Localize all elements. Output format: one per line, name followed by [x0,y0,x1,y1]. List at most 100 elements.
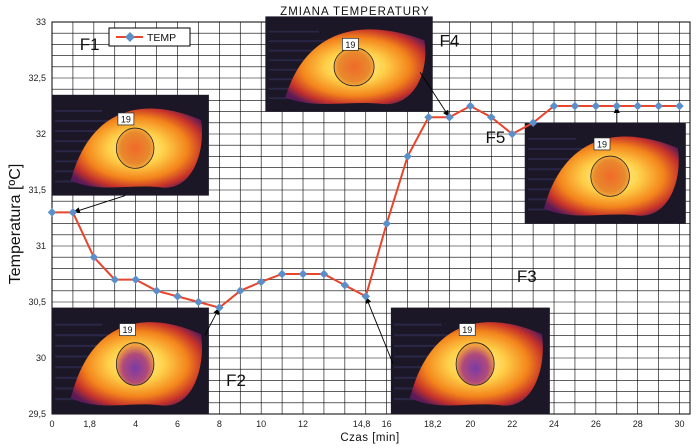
x-tick-label: 24 [549,419,559,429]
data-point [319,269,329,279]
data-point [382,219,391,228]
arrow-line-f4 [419,72,450,118]
thermal-roi-circle [455,342,495,386]
thermal-image-f4: 19 [265,16,433,112]
thermal-streak [268,59,319,62]
thermal-streak [527,137,577,140]
arrow-line-f3 [365,296,394,364]
thermal-streak [394,323,442,326]
y-tick-label: 30,5 [28,297,46,307]
y-tick-label: 29,5 [28,409,46,419]
thermal-images: 19 F1 19 F2 19 F3 19 F4 19 F5 [52,16,686,414]
x-tick-label: 22 [507,419,517,429]
x-tick-labels: 0 1,8 4 6 8 10 12 14,8 16 18,2 20 22 24 26 28 30 [49,419,684,429]
annotation-label-f5: F5 [486,128,506,147]
y-tick-label: 30 [36,353,46,363]
data-point [403,152,412,161]
x-tick-label: 4 [133,419,138,429]
thermal-streak [55,334,115,337]
thermal-streak [55,344,128,347]
chart-title: ZMIANA TEMPERATURY [280,6,430,18]
legend: TEMP [108,27,191,47]
thermal-streak [55,130,128,133]
y-tick-label: 33 [36,17,46,27]
thermal-streak [268,40,333,43]
thermal-streak [527,168,577,171]
data-point [633,101,642,111]
thermal-streak [527,158,603,161]
data-point [277,269,287,279]
annotation-label-f1: F1 [80,35,100,54]
y-tick-label: 32 [36,129,46,139]
thermal-streak [394,355,442,358]
thermal-streak [527,148,590,151]
data-point [298,269,308,279]
x-tick-label: 16 [382,419,392,429]
thermal-image-f2: 19 [52,307,209,414]
data-point [591,101,601,111]
thermal-streak [268,30,319,33]
roi-label-box [117,112,135,126]
x-tick-label: 12 [298,419,308,429]
thermal-streak [55,140,103,143]
x-tick-label: 10 [256,419,266,429]
data-point [340,280,350,290]
x-tick-label: 28 [633,419,643,429]
x-tick-label: 0 [49,419,54,429]
data-point [47,208,57,217]
x-tick-label: 1,8 [83,419,96,429]
thermal-streak [55,323,103,326]
data-point [675,101,684,111]
x-tick-label: 6 [175,419,180,429]
thermal-roi-circle [115,342,155,386]
thermal-roi-circle [115,127,155,169]
roi-label-box [593,137,611,151]
roi-label: 19 [462,325,472,335]
y-tick-label: 31,5 [28,185,46,195]
x-tick-label: 30 [675,419,685,429]
x-tick-label: 8 [217,419,222,429]
legend-marker-swatch [125,32,135,42]
x-tick-label: 18,2 [424,419,442,429]
thermal-streak [394,344,468,347]
roi-label: 19 [597,139,607,149]
arrow-line-f1 [72,195,126,213]
data-point [152,286,161,296]
y-tick-labels: 29,5 30 30,5 31 31,5 32 32,5 33 [28,17,46,419]
data-point [68,208,78,217]
thermal-image-f1: 19 [52,94,209,196]
data-point [487,112,496,122]
thermal-roi-circle [333,47,375,87]
roi-label-box [458,323,476,336]
data-point [424,112,433,122]
thermal-image-f5: 19 [524,122,686,224]
roi-label: 19 [121,114,131,124]
x-tick-label: 14,8 [353,419,371,429]
thermal-streak [55,355,103,358]
data-point [110,275,119,284]
data-point [466,101,475,111]
data-point [570,101,580,111]
data-point [89,252,99,262]
data-point [361,292,371,301]
roi-label-box [341,37,359,51]
x-tick-label: 20 [465,419,475,429]
legend-entry-temp: TEMP [147,32,176,44]
annotation-label-f4: F4 [440,32,460,51]
y-axis-label: Temperatura [ºC] [7,164,24,285]
thermal-roi-circle [590,155,630,197]
y-tick-label: 31 [36,241,46,251]
data-point [654,101,663,111]
roi-label-box [119,323,136,336]
annotation-label-f3: F3 [517,267,537,286]
thermal-streak [394,334,455,337]
data-point [236,286,245,296]
data-point [194,297,203,307]
data-point [612,101,622,111]
y-tick-label: 32,5 [28,73,46,83]
thermal-streak [55,120,115,123]
data-point [256,277,266,287]
thermal-image-f3: 19 [390,307,550,414]
annotation-label-f2: F2 [226,371,246,390]
